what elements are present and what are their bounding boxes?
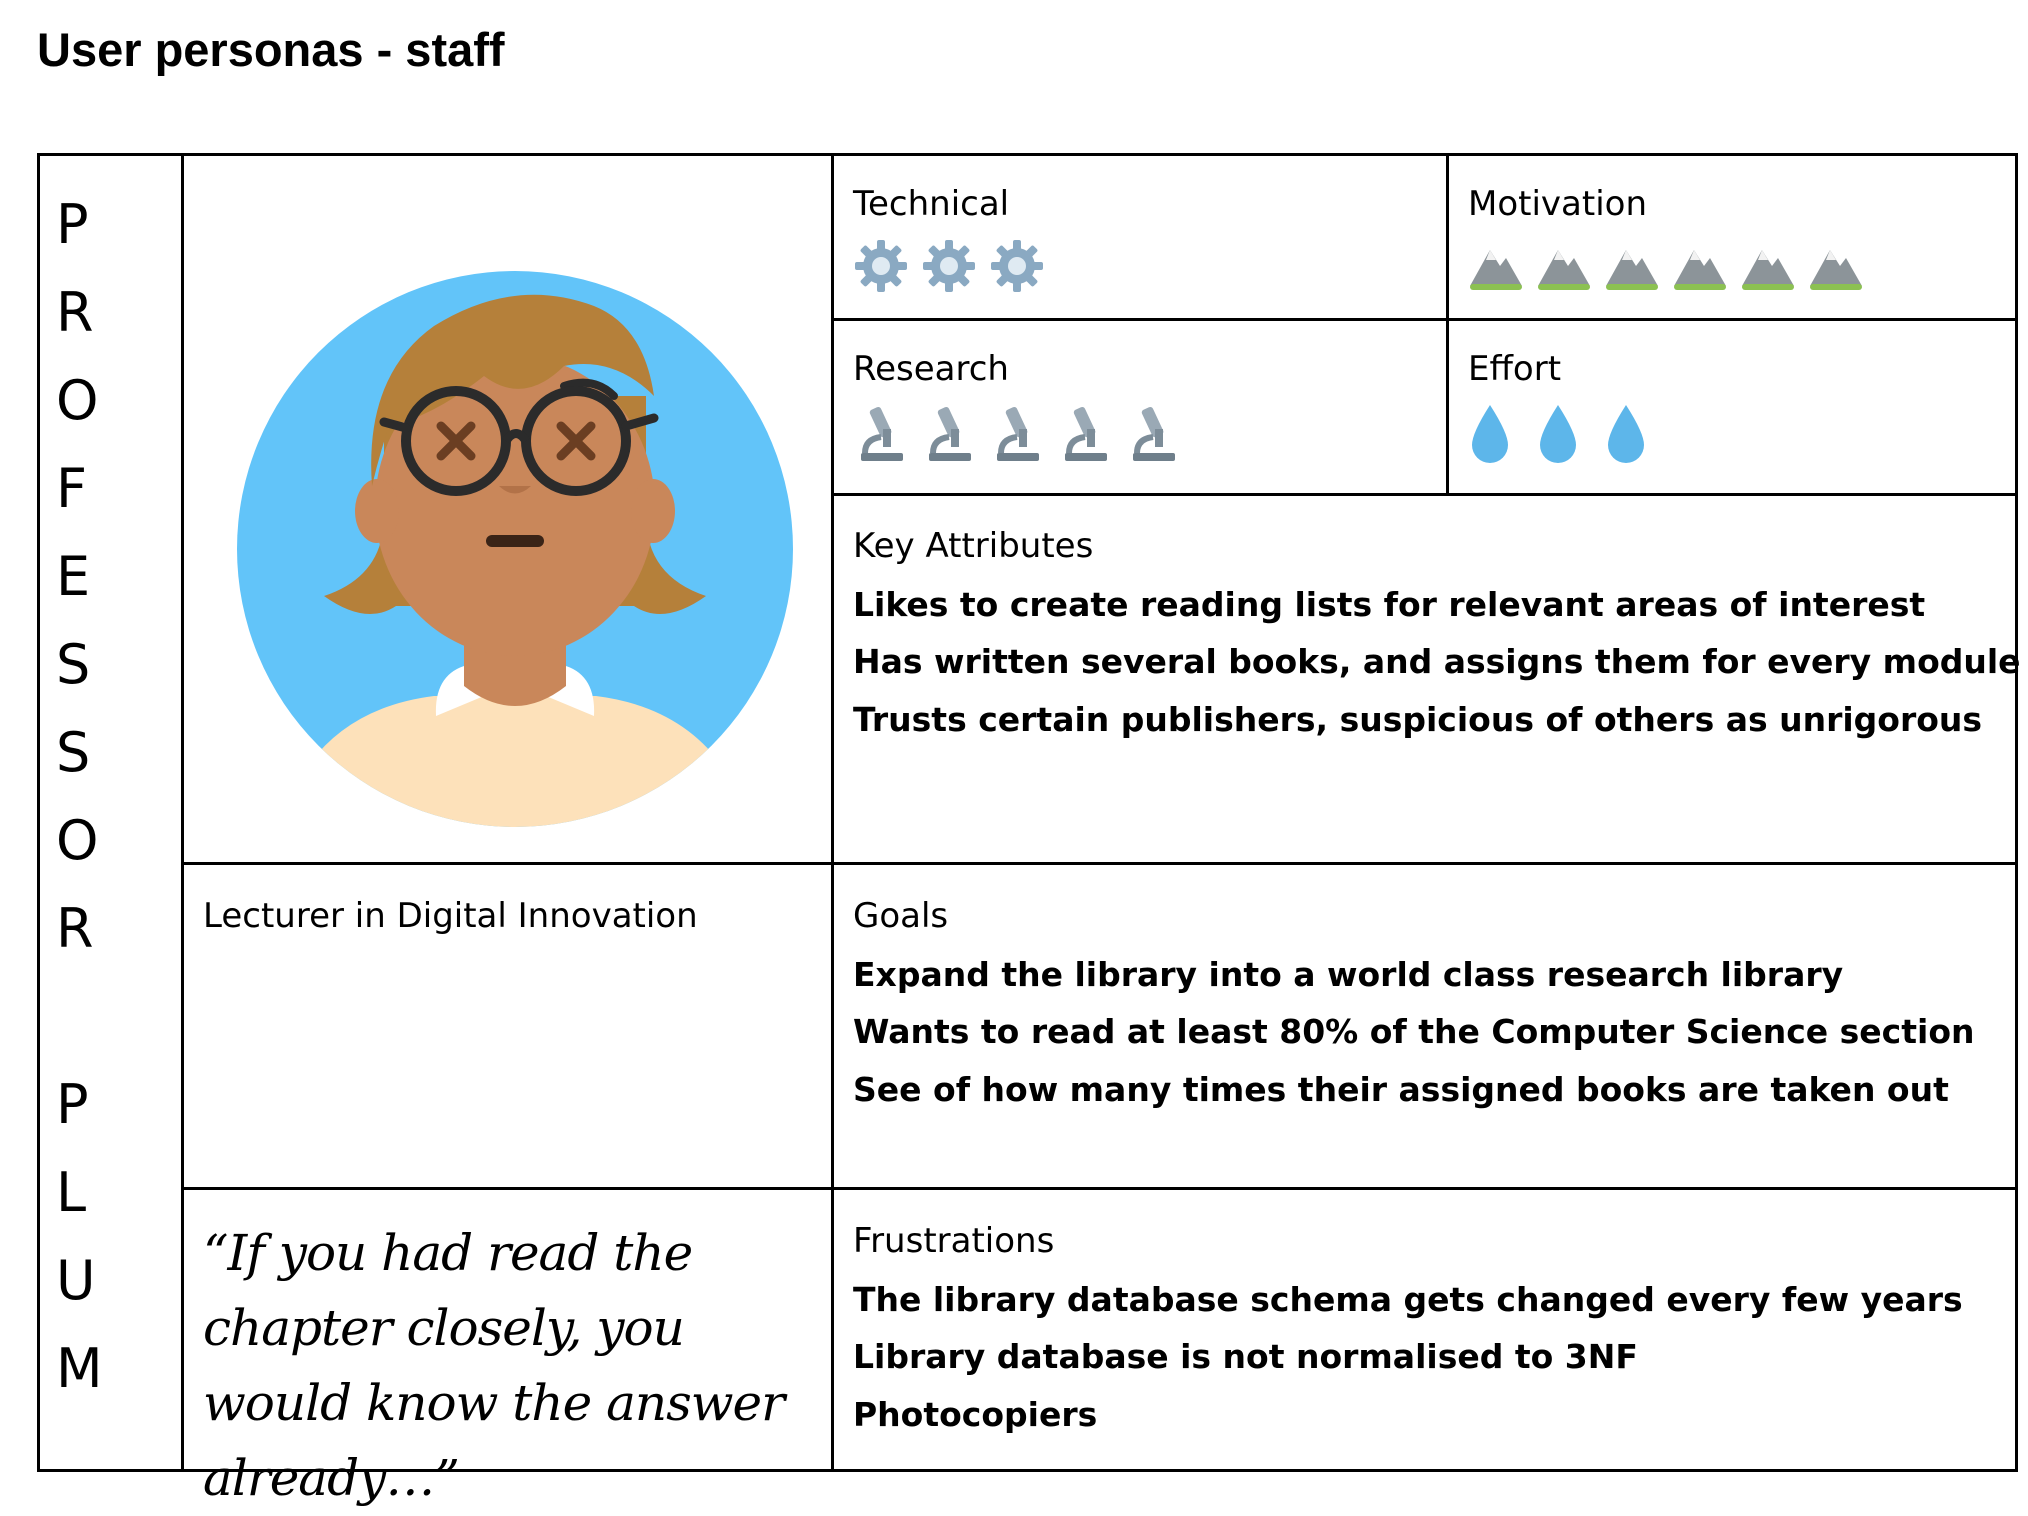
list-item: Has written several books, and assigns t… [853,642,2021,682]
motivation-rating: Motivation [1468,184,2008,294]
list-item: Expand the library into a world class re… [853,955,1844,994]
frustrations-list: The library database schema gets changed… [853,1279,2003,1435]
mountain-icon [1538,250,1590,290]
motivation-label: Motivation [1468,184,1647,224]
list-item: Library database is not normalised to 3N… [853,1337,1638,1377]
avatar [237,271,793,827]
name-letter: L [56,1161,87,1224]
name-letter: O [56,809,99,872]
mountain-icon [1470,250,1522,290]
divider [1446,156,1449,496]
microscope-icon [1133,406,1175,461]
goals-list: Expand the library into a world class re… [853,954,2003,1110]
persona-name: P R O F E S S O R P L U M [40,156,184,1469]
list-item: Trusts certain publishers, suspicious of… [853,699,1983,739]
gear-icon [923,240,975,292]
divider [831,156,834,1469]
divider [181,156,184,1469]
name-letter: R [56,897,94,960]
name-letter: S [56,721,91,784]
mountain-icon [1742,250,1794,290]
droplet-icon [1472,405,1508,463]
name-letter: F [56,457,88,520]
goals-section: Goals Expand the library into a world cl… [853,896,2003,1126]
gear-icon [991,240,1043,292]
quote-section: “If you had read the chapter closely, yo… [203,1216,813,1516]
droplet-icon [1608,405,1644,463]
name-letter: M [56,1337,103,1400]
persona-role: Lecturer in Digital Innovation [203,896,698,936]
name-letter: S [56,633,91,696]
persona-quote: “If you had read the chapter closely, yo… [203,1224,785,1507]
microscope-icon [1065,406,1107,461]
list-item: The library database schema gets changed… [853,1280,1963,1319]
research-icons [853,403,1433,465]
key-attributes-label: Key Attributes [853,526,1094,566]
effort-label: Effort [1468,349,1562,389]
divider [181,862,2015,865]
avatar-cell [184,156,831,862]
name-letter: P [56,193,89,256]
gear-icon [855,240,907,292]
list-item: Likes to create reading lists for releva… [853,585,1926,624]
name-letter: E [56,545,91,608]
divider [831,318,2015,321]
droplet-icon [1540,405,1576,463]
technical-icons [853,238,1433,294]
list-item: Wants to read at least 80% of the Comput… [853,1012,1975,1052]
mountain-icon [1810,250,1862,290]
effort-icons [1468,403,2008,465]
microscope-icon [929,406,971,461]
mountain-icon [1674,250,1726,290]
microscope-icon [861,406,903,461]
name-letter: O [56,369,99,432]
mountain-icon [1606,250,1658,290]
frustrations-section: Frustrations The library database schema… [853,1221,2003,1451]
name-letter: P [56,1073,89,1136]
role-section: Lecturer in Digital Innovation [203,896,813,936]
name-letter: R [56,281,94,344]
motivation-icons [1468,238,2008,294]
research-rating: Research [853,349,1433,465]
microscope-icon [997,406,1039,461]
key-attributes-section: Key Attributes Likes to create reading l… [853,526,2021,756]
divider [181,1187,2015,1190]
list-item: See of how many times their assigned boo… [853,1069,1949,1109]
frustrations-label: Frustrations [853,1221,1055,1261]
name-letter: U [56,1249,96,1312]
technical-label: Technical [853,184,1010,224]
goals-label: Goals [853,896,949,936]
key-attributes-list: Likes to create reading lists for releva… [853,584,2021,740]
page-title: User personas - staff [37,23,505,76]
divider [831,493,2015,496]
persona-card: P R O F E S S O R P L U M [37,153,2021,1507]
list-item: Photocopiers [853,1394,1098,1434]
effort-rating: Effort [1468,349,2008,465]
research-label: Research [853,349,1009,389]
technical-rating: Technical [853,184,1433,294]
